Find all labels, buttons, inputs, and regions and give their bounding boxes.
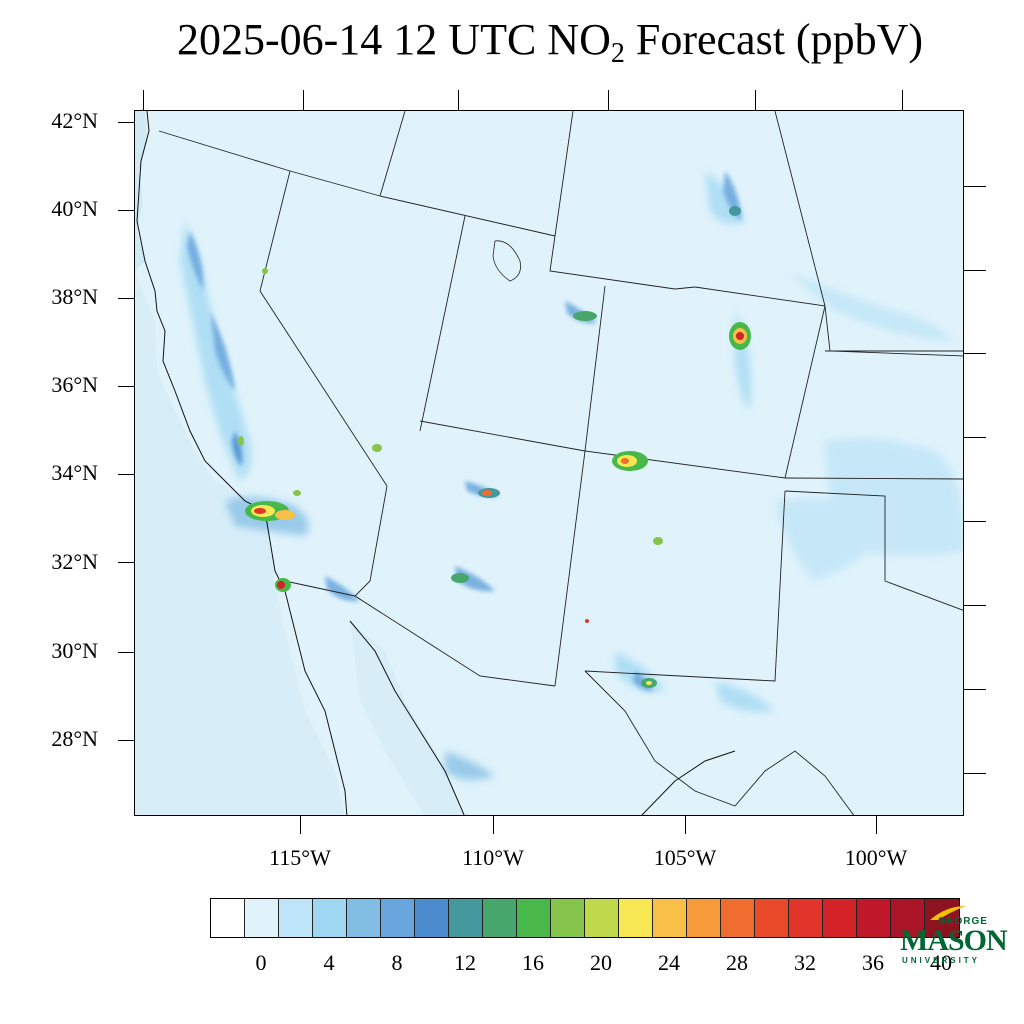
colorbar-segment-10 xyxy=(551,899,585,937)
colorbar-label-8: 8 xyxy=(391,950,403,975)
colorbar-label-4: 4 xyxy=(323,950,335,975)
pacific-ocean-south xyxy=(135,271,345,815)
chart-title: 2025-06-14 12 UTC NO2 Forecast (ppbV) xyxy=(177,15,923,69)
colorbar-segment-1 xyxy=(245,899,279,937)
colorbar-segment-6 xyxy=(415,899,449,937)
colorbar-segment-14 xyxy=(687,899,721,937)
colorbar-segment-12 xyxy=(619,899,653,937)
coastline xyxy=(136,111,736,815)
logo-line2: MASON xyxy=(900,924,1008,957)
map-svg xyxy=(135,111,963,815)
colorbar-segment-19 xyxy=(857,899,891,937)
hotspot-el-paso xyxy=(641,678,657,688)
hotspot-fresno xyxy=(238,436,244,446)
hotspot-reno xyxy=(262,268,268,274)
colorbar-segment-5 xyxy=(381,899,415,937)
colorbar-segment-18 xyxy=(823,899,857,937)
diffuse-no2-layer xyxy=(180,171,963,780)
colorbar-segment-0 xyxy=(211,899,245,937)
hotspot-san-diego xyxy=(275,578,291,592)
lon-label-100: 100°W xyxy=(844,845,908,870)
lat-label-30: 30°N xyxy=(51,638,98,663)
lon-label-115: 115°W xyxy=(269,845,331,870)
hotspot-los-angeles xyxy=(245,501,295,521)
colorbar-label-0: 0 xyxy=(255,950,267,975)
hotspot-santa-fe xyxy=(653,537,663,545)
colorbar-segment-4 xyxy=(347,899,381,937)
great-salt-lake xyxy=(492,240,521,282)
colorbar-segment-3 xyxy=(313,899,347,937)
colorbar-label-36: 36 xyxy=(862,950,884,975)
lon-label-110: 110°W xyxy=(462,845,524,870)
lat-label-28: 28°N xyxy=(51,726,98,751)
logo-line1: GEORGE xyxy=(938,916,988,927)
colorbar-segment-21 xyxy=(925,899,959,937)
lat-label-32: 32°N xyxy=(51,549,98,574)
hotspot-denver xyxy=(729,322,751,350)
pacific-ocean xyxy=(135,111,147,271)
hotspot-cheyenne xyxy=(729,206,741,216)
lon-label-105: 105°W xyxy=(653,845,717,870)
logo-flame-icon xyxy=(930,906,966,920)
colorbar-label-20: 20 xyxy=(590,950,612,975)
colorbar-label-24: 24 xyxy=(658,950,680,975)
hotspot-salt-lake xyxy=(573,311,597,321)
colorbar-segment-13 xyxy=(653,899,687,937)
state-borders xyxy=(158,111,963,815)
colorbar-label-16: 16 xyxy=(522,950,544,975)
map-panel xyxy=(134,110,964,816)
gulf-of-california xyxy=(350,621,465,815)
colorbar-label-12: 12 xyxy=(454,950,476,975)
colorbar xyxy=(210,898,960,938)
colorbar-label-32: 32 xyxy=(794,950,816,975)
hotspot-tucson xyxy=(451,573,469,583)
hotspot-albuquerque xyxy=(612,451,648,471)
colorbar-segment-20 xyxy=(891,899,925,937)
colorbar-segment-8 xyxy=(483,899,517,937)
lat-label-36: 36°N xyxy=(51,372,98,397)
colorbar-label-40: 40 xyxy=(930,950,952,975)
lat-label-40: 40°N xyxy=(51,196,98,221)
lat-label-38: 38°N xyxy=(51,284,98,309)
logo-line3: UNIVERSITY xyxy=(902,956,981,965)
colorbar-segment-9 xyxy=(517,899,551,937)
colorbar-segment-16 xyxy=(755,899,789,937)
colorbar-segment-17 xyxy=(789,899,823,937)
colorbar-segment-15 xyxy=(721,899,755,937)
colorbar-label-28: 28 xyxy=(726,950,748,975)
lat-label-42: 42°N xyxy=(51,108,98,133)
colorbar-segment-2 xyxy=(279,899,313,937)
colorbar-segment-11 xyxy=(585,899,619,937)
colorbar-segment-7 xyxy=(449,899,483,937)
hotspot-las-vegas xyxy=(372,444,382,452)
gmu-logo: GEORGE MASON UNIVERSITY xyxy=(900,904,1008,966)
hotspots xyxy=(238,206,751,688)
hotspot-phoenix xyxy=(478,488,500,498)
lat-label-34: 34°N xyxy=(51,460,98,485)
